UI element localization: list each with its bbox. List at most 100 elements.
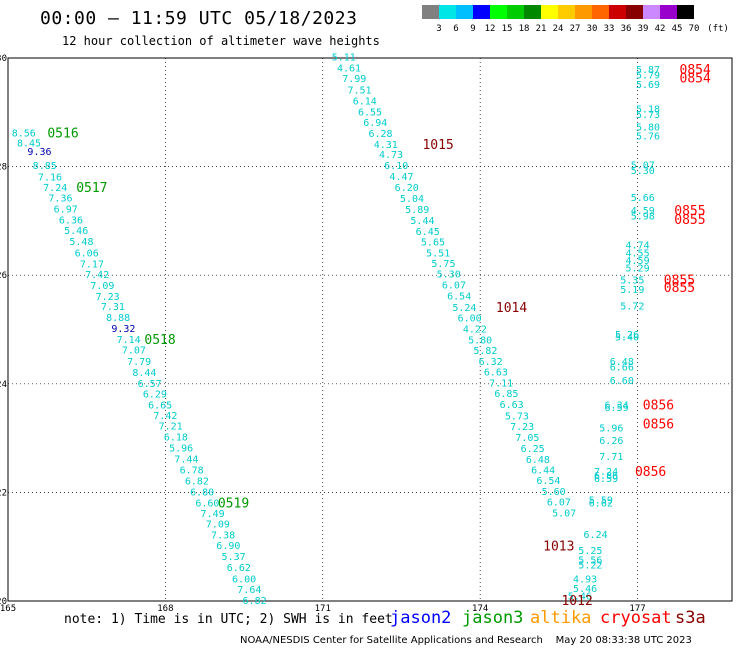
pass-time-label: 0855 <box>664 281 695 296</box>
swh-value-s3a: 6.55 <box>358 107 382 118</box>
swh-value-s3a: 6.48 <box>526 455 550 466</box>
legend-jason2: jason2 <box>390 608 452 628</box>
swh-value-cryosat: 5.46 <box>573 584 597 595</box>
swh-value-s3a: 5.30 <box>437 270 461 281</box>
swh-value-jason3: 7.09 <box>206 519 230 530</box>
swh-value-jason3: 9.36 <box>27 147 51 158</box>
swh-value-s3a: 4.31 <box>374 140 398 151</box>
colorbar-swatch <box>609 5 626 19</box>
swh-value-cryosat: 4.93 <box>573 574 597 585</box>
y-tick-label: 24 <box>0 380 7 390</box>
swh-value-jason3: 7.49 <box>201 509 225 520</box>
swh-value-s3a: 7.05 <box>515 433 539 444</box>
swh-value-s3a: 6.07 <box>547 498 571 509</box>
swh-value-cryosat: 6.60 <box>610 376 634 387</box>
swh-value-jason3: 7.38 <box>211 530 235 541</box>
swh-value-cryosat: 5.26 <box>615 330 639 341</box>
swh-value-cryosat: 6.59 <box>594 474 618 485</box>
colorbar-level: 36 <box>621 24 632 34</box>
colorbar-level: 33 <box>604 24 615 34</box>
swh-value-cryosat: 5.46 <box>568 592 592 603</box>
swh-value-cryosat: 6.66 <box>610 363 634 374</box>
swh-value-s3a: 5.82 <box>473 346 497 357</box>
swh-value-cryosat: 5.73 <box>636 110 660 121</box>
credit-line: NOAA/NESDIS Center for Satellite Applica… <box>240 635 692 646</box>
swh-value-jason3: 6.57 <box>138 379 162 390</box>
swh-value-s3a: 6.63 <box>484 367 508 378</box>
colorbar-swatch <box>473 5 490 19</box>
swh-value-s3a: 6.28 <box>368 129 392 140</box>
swh-value-s3a: 5.51 <box>426 248 450 259</box>
colorbar-swatch <box>524 5 541 19</box>
colorbar-swatch <box>626 5 643 19</box>
swh-value-cryosat: 5.69 <box>636 80 660 91</box>
swh-value-s3a: 5.80 <box>468 335 492 346</box>
pass-time-label: 0855 <box>674 213 705 228</box>
swh-value-jason3: 6.62 <box>227 563 251 574</box>
pass-time-label: 0854 <box>680 72 711 87</box>
swh-value-jason3: 7.21 <box>159 422 183 433</box>
y-tick-label: 28 <box>0 163 7 173</box>
swh-value-s3a: 5.89 <box>405 205 429 216</box>
swh-value-jason3: 6.00 <box>232 574 256 585</box>
swh-value-s3a: 4.61 <box>337 63 361 74</box>
swh-value-s3a: 6.00 <box>458 314 482 325</box>
swh-value-jason3: 7.07 <box>122 346 146 357</box>
swh-value-jason3: 7.42 <box>153 411 177 422</box>
colorbar-swatch <box>490 5 507 19</box>
colorbar-swatch <box>558 5 575 19</box>
swh-value-cryosat: 5.59 <box>589 496 613 507</box>
pass-time-label: 0856 <box>643 418 674 433</box>
swh-value-cryosat: 5.07 <box>631 161 655 172</box>
swh-value-cryosat: 5.56 <box>578 555 602 566</box>
colorbar-swatch <box>592 5 609 19</box>
swh-value-s3a: 5.04 <box>400 194 424 205</box>
x-tick-label: 171 <box>315 604 331 614</box>
swh-value-jason3: 6.90 <box>216 541 240 552</box>
x-tick-label: 165 <box>0 604 16 614</box>
swh-value-cryosat: 5.22 <box>578 561 602 572</box>
swh-value-jason3: 7.36 <box>48 194 72 205</box>
swh-value-cryosat: 6.34 <box>605 401 629 412</box>
pass-time-label: 1013 <box>543 540 574 555</box>
swh-value-jason3: 6.29 <box>143 390 167 401</box>
swh-value-s3a: 7.99 <box>342 74 366 85</box>
swh-value-s3a: 5.07 <box>552 509 576 520</box>
swh-value-s3a: 6.44 <box>531 466 555 477</box>
swh-value-cryosat: 5.79 <box>636 70 660 81</box>
colorbar-level: 42 <box>655 24 666 34</box>
swh-value-jason3: 6.65 <box>148 401 172 412</box>
swh-value-s3a: 4.73 <box>379 150 403 161</box>
swh-value-jason3: 5.96 <box>169 443 193 454</box>
swh-value-s3a: 5.73 <box>505 411 529 422</box>
colorbar-level: 39 <box>638 24 649 34</box>
swh-value-jason3: 6.97 <box>54 204 78 215</box>
colorbar-level: 3 <box>436 24 441 34</box>
colorbar-swatch <box>541 5 558 19</box>
swh-value-s3a: 6.10 <box>384 161 408 172</box>
swh-value-s3a: 5.75 <box>431 259 455 270</box>
swh-value-s3a: 6.63 <box>500 400 524 411</box>
swh-value-s3a: 7.11 <box>489 378 513 389</box>
colorbar-level: 9 <box>470 24 475 34</box>
swh-value-cryosat: 7.24 <box>594 467 618 478</box>
pass-time-label: 0856 <box>635 465 666 480</box>
swh-value-jason3: 7.44 <box>174 454 198 465</box>
colorbar-swatch <box>660 5 677 19</box>
swh-value-cryosat: 5.29 <box>626 264 650 275</box>
swh-value-jason3: 7.31 <box>101 302 125 313</box>
colorbar-swatch <box>439 5 456 19</box>
swh-value-jason3: 8.44 <box>132 368 156 379</box>
pass-time-label: 0856 <box>643 399 674 414</box>
y-tick-label: 22 <box>0 488 7 498</box>
swh-value-cryosat: 5.98 <box>631 212 655 223</box>
pass-time-label: 0855 <box>664 274 695 289</box>
swh-value-cryosat: 7.71 <box>599 452 623 463</box>
x-tick-label: 168 <box>157 604 173 614</box>
pass-time-label: 1014 <box>496 301 527 316</box>
page-subtitle: 12 hour collection of altimeter wave hei… <box>62 34 380 48</box>
swh-value-jason3: 7.14 <box>117 335 141 346</box>
swh-value-s3a: 4.22 <box>463 325 487 336</box>
colorbar: 3 6 9 12 15 18 21 24 27 30 33 36 39 42 45 70 (ft) <box>422 5 729 34</box>
